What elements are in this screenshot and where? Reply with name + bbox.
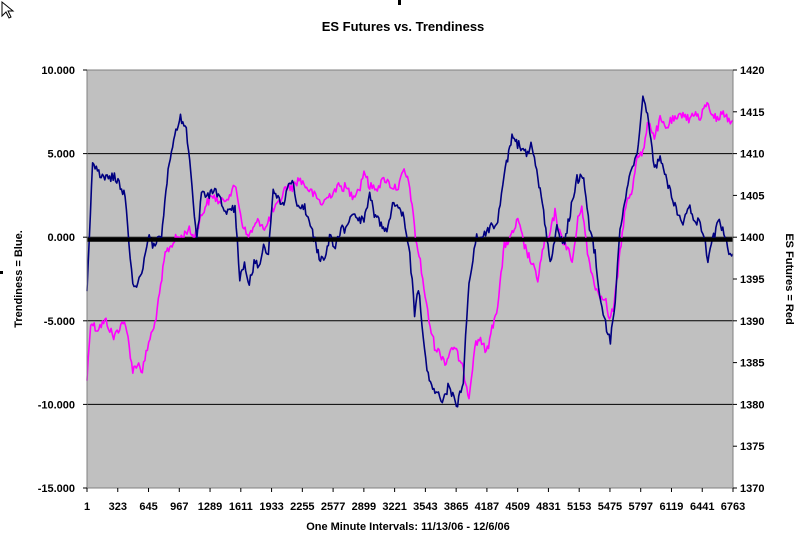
x-tick-label: 4509: [505, 501, 529, 513]
right-tick-label: 1400: [740, 232, 764, 244]
right-tick-label: 1415: [740, 107, 764, 119]
right-tick-label: 1385: [740, 358, 764, 370]
right-axis-label: ES Futures = Red: [783, 233, 795, 324]
left-axis-label: Trendiness = Blue.: [13, 230, 25, 328]
x-tick-label: 6441: [690, 501, 714, 513]
right-tick-label: 1380: [740, 399, 764, 411]
x-tick-label: 2899: [352, 501, 376, 513]
right-tick-label: 1410: [740, 149, 764, 161]
right-tick-label: 1370: [740, 483, 764, 495]
x-tick-label: 1611: [229, 501, 253, 513]
mouse-cursor-icon: [1, 0, 15, 19]
left-tick-label: -5.000: [44, 316, 75, 328]
x-tick-label: 4187: [475, 501, 499, 513]
right-tick-label: 1420: [740, 65, 764, 77]
x-tick-label: 323: [109, 501, 127, 513]
x-tick-label: 5797: [628, 501, 652, 513]
right-tick-label: 1405: [740, 190, 764, 202]
x-tick-label: 5475: [598, 501, 622, 513]
x-tick-label: 2577: [321, 501, 345, 513]
x-axis-ticks: 1 323 645 967 1289 1611 1933 2255 2577 2899 3221 35…: [84, 488, 745, 513]
x-tick-label: 2255: [290, 501, 314, 513]
x-tick-label: 1933: [259, 501, 283, 513]
right-tick-label: 1375: [740, 441, 764, 453]
left-tick-label: 0.000: [47, 232, 75, 244]
left-tick-label: -10.000: [38, 399, 75, 411]
x-tick-label: 645: [139, 501, 157, 513]
x-axis-label: One Minute Intervals: 11/13/06 - 12/6/06: [306, 521, 510, 533]
x-tick-label: 5153: [567, 501, 591, 513]
x-tick-label: 967: [170, 501, 188, 513]
right-axis-ticks: 1420 1415 1410 1405 1400 1395 1390 1385 1380 1375…: [733, 65, 764, 495]
x-tick-label: 3865: [444, 501, 468, 513]
x-tick-label: 1289: [198, 501, 222, 513]
cursor-tick-mark: [398, 0, 401, 5]
left-tick-label: 10.000: [41, 65, 75, 77]
x-tick-label: 6119: [660, 501, 684, 513]
plot-area: [87, 70, 733, 488]
x-tick-label: 3221: [382, 501, 406, 513]
right-tick-label: 1395: [740, 274, 764, 286]
edge-tick-mark: [0, 271, 3, 274]
left-tick-label: 5.000: [47, 149, 75, 161]
left-tick-label: -15.000: [38, 483, 75, 495]
x-tick-label: 3543: [413, 501, 437, 513]
x-tick-label: 6763: [721, 501, 745, 513]
chart-title: ES Futures vs. Trendiness: [322, 19, 485, 34]
x-tick-label: 1: [84, 501, 90, 513]
right-tick-label: 1390: [740, 316, 764, 328]
x-tick-label: 4831: [536, 501, 560, 513]
left-axis-ticks: 10.000 5.000 0.000 -5.000 -10.000 -15.000: [38, 65, 87, 495]
